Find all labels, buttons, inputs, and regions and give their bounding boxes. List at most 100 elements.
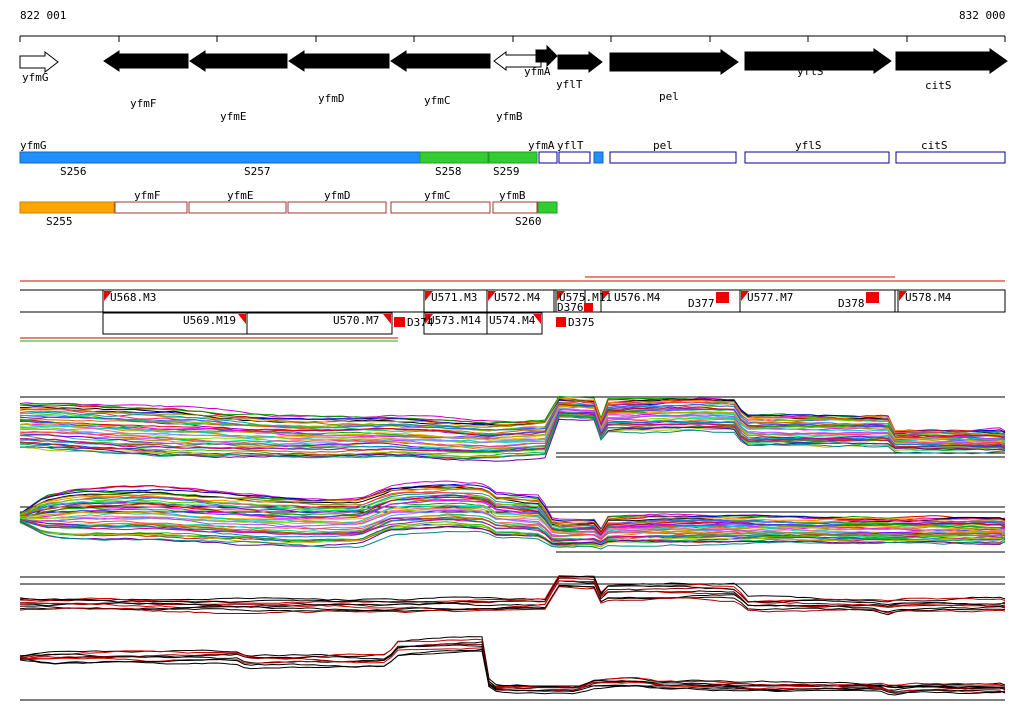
profile-line bbox=[19, 513, 1006, 545]
gene-arrow-yflS[interactable] bbox=[744, 48, 892, 74]
gene-arrow-pel[interactable] bbox=[609, 49, 739, 75]
ruler-start-label: 822 001 bbox=[20, 9, 67, 22]
probe-label: U568.M3 bbox=[110, 291, 157, 304]
segment-bar[interactable] bbox=[538, 151, 558, 164]
gene-arrow-yflT[interactable] bbox=[557, 50, 603, 74]
segment-bar[interactable] bbox=[114, 201, 188, 214]
profile-line bbox=[19, 411, 1006, 448]
segment-bar[interactable] bbox=[488, 151, 538, 164]
probe-label: U578.M4 bbox=[905, 291, 952, 304]
profile-line bbox=[19, 585, 1006, 616]
probe-label: U577.M7 bbox=[747, 291, 794, 304]
probe-label: U575.M11 bbox=[559, 291, 612, 304]
marker-label: D377 bbox=[688, 297, 715, 310]
gene-label: yfmF bbox=[130, 97, 157, 110]
gene-label: yflT bbox=[556, 78, 583, 91]
gene-label: yfmA bbox=[524, 65, 551, 78]
gene-arrow-yfmA[interactable] bbox=[535, 44, 558, 68]
probe-box[interactable] bbox=[486, 312, 543, 335]
gene-arrow-yfmB[interactable] bbox=[493, 51, 542, 71]
segment-bar[interactable] bbox=[390, 201, 491, 214]
gene-arrow-yfmF[interactable] bbox=[103, 50, 189, 72]
profile-line bbox=[19, 648, 1005, 695]
segment-bar[interactable] bbox=[609, 151, 737, 164]
segment-bar[interactable] bbox=[188, 201, 287, 214]
deletion-marker[interactable] bbox=[866, 292, 879, 303]
marker-label: D378 bbox=[838, 297, 865, 310]
probe-label: U574.M4 bbox=[489, 314, 536, 327]
profile-line bbox=[19, 487, 1006, 531]
gene-arrow-yfmD[interactable] bbox=[288, 50, 390, 72]
segment-track-label: yfmC bbox=[424, 189, 451, 202]
probe-label: U573.M14 bbox=[428, 314, 481, 327]
deletion-marker[interactable] bbox=[394, 317, 405, 327]
profile-line bbox=[19, 521, 1006, 550]
probe-box[interactable] bbox=[897, 289, 1006, 313]
segment-track-label: yfmG bbox=[20, 139, 47, 152]
segment-bar[interactable] bbox=[492, 201, 538, 214]
probe-box[interactable] bbox=[486, 289, 555, 313]
profile-line bbox=[19, 407, 1006, 445]
probe-flag-icon bbox=[899, 291, 907, 301]
segment-track-label: pel bbox=[653, 139, 673, 152]
segment-bar[interactable] bbox=[419, 151, 489, 164]
marker-label: D374 bbox=[407, 316, 434, 329]
gene-arrow-yfmE[interactable] bbox=[189, 50, 288, 72]
deletion-marker[interactable] bbox=[716, 292, 729, 303]
gene-label: yfmD bbox=[318, 92, 345, 105]
segment-label: S260 bbox=[515, 215, 542, 228]
gene-label: citS bbox=[925, 79, 952, 92]
segment-label: S257 bbox=[244, 165, 271, 178]
profile-line bbox=[19, 403, 1006, 439]
profile-line bbox=[19, 636, 1006, 689]
gene-label: yfmB bbox=[496, 110, 523, 123]
probe-box[interactable] bbox=[246, 312, 393, 335]
segment-track-label: yfmB bbox=[499, 189, 526, 202]
segment-label: S255 bbox=[46, 215, 73, 228]
segment-bar[interactable] bbox=[19, 201, 115, 214]
profile-line bbox=[19, 402, 1006, 437]
segment-bar[interactable] bbox=[537, 201, 558, 214]
profile-line bbox=[19, 516, 1006, 546]
segment-bar[interactable] bbox=[287, 201, 387, 214]
deletion-marker[interactable] bbox=[556, 317, 566, 327]
profile-line bbox=[19, 575, 1006, 604]
gene-label: yfmE bbox=[220, 110, 247, 123]
profile-line bbox=[19, 404, 1006, 442]
profile-line bbox=[19, 499, 1006, 538]
profile-line bbox=[19, 510, 1006, 540]
probe-box[interactable] bbox=[739, 289, 896, 313]
segment-bar[interactable] bbox=[593, 151, 604, 164]
probe-box[interactable] bbox=[555, 289, 586, 313]
probe-flag-icon bbox=[533, 314, 541, 324]
gene-arrow-citS[interactable] bbox=[895, 48, 1008, 74]
probe-flag-icon bbox=[425, 314, 433, 324]
segment-label: S258 bbox=[435, 165, 462, 178]
gene-arrow-yfmG[interactable] bbox=[19, 50, 59, 74]
segment-track-label: yfmA bbox=[528, 139, 555, 152]
probe-label: U572.M4 bbox=[494, 291, 541, 304]
segment-label: S256 bbox=[60, 165, 87, 178]
gene-arrow-yfmC[interactable] bbox=[390, 50, 491, 72]
probe-flag-icon bbox=[104, 291, 112, 301]
profile-line bbox=[19, 521, 1006, 548]
probe-label: U571.M3 bbox=[431, 291, 478, 304]
gene-label: yfmG bbox=[22, 71, 49, 84]
profile-line bbox=[19, 638, 1006, 689]
segment-track-label: yfmF bbox=[134, 189, 161, 202]
deletion-marker[interactable] bbox=[584, 303, 593, 312]
segment-bar[interactable] bbox=[744, 151, 890, 164]
profile-line bbox=[19, 586, 1006, 615]
probe-flag-icon bbox=[602, 291, 610, 301]
profile-line bbox=[19, 575, 1006, 606]
probe-flag-icon bbox=[488, 291, 496, 301]
probe-flag-icon bbox=[741, 291, 749, 301]
segment-track-label: citS bbox=[921, 139, 948, 152]
segment-bar[interactable] bbox=[558, 151, 591, 164]
profile-line bbox=[19, 507, 1006, 541]
profile-line bbox=[19, 414, 1006, 456]
segment-bar[interactable] bbox=[895, 151, 1006, 164]
gene-label: pel bbox=[659, 90, 679, 103]
